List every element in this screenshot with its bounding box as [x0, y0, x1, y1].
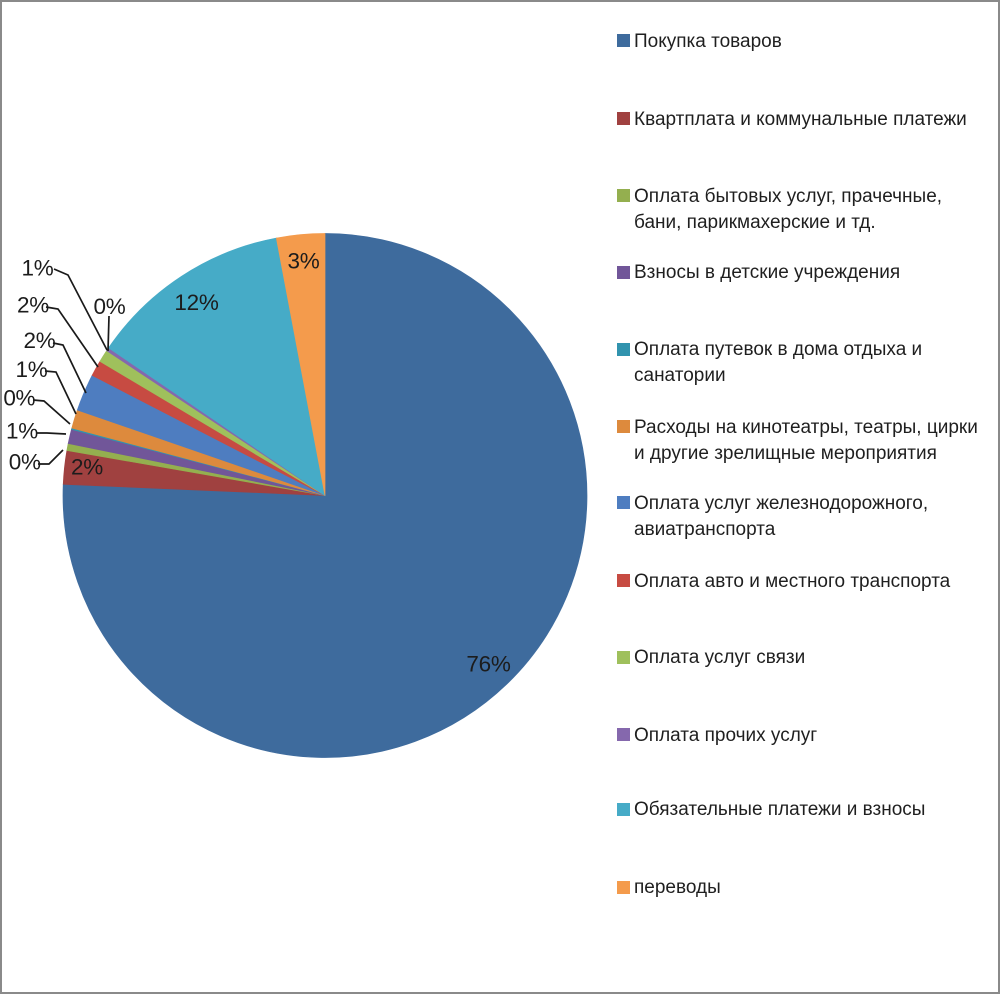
svg-text:76%: 76%: [466, 652, 510, 677]
svg-text:0%: 0%: [9, 450, 41, 475]
svg-text:2%: 2%: [71, 455, 103, 480]
svg-text:3%: 3%: [288, 249, 320, 274]
svg-text:1%: 1%: [22, 256, 54, 281]
svg-text:2%: 2%: [24, 328, 56, 353]
svg-text:0%: 0%: [94, 294, 126, 319]
svg-text:12%: 12%: [174, 290, 218, 315]
svg-text:0%: 0%: [3, 386, 35, 411]
svg-text:2%: 2%: [17, 293, 49, 318]
svg-text:1%: 1%: [16, 357, 48, 382]
svg-text:1%: 1%: [6, 419, 38, 444]
